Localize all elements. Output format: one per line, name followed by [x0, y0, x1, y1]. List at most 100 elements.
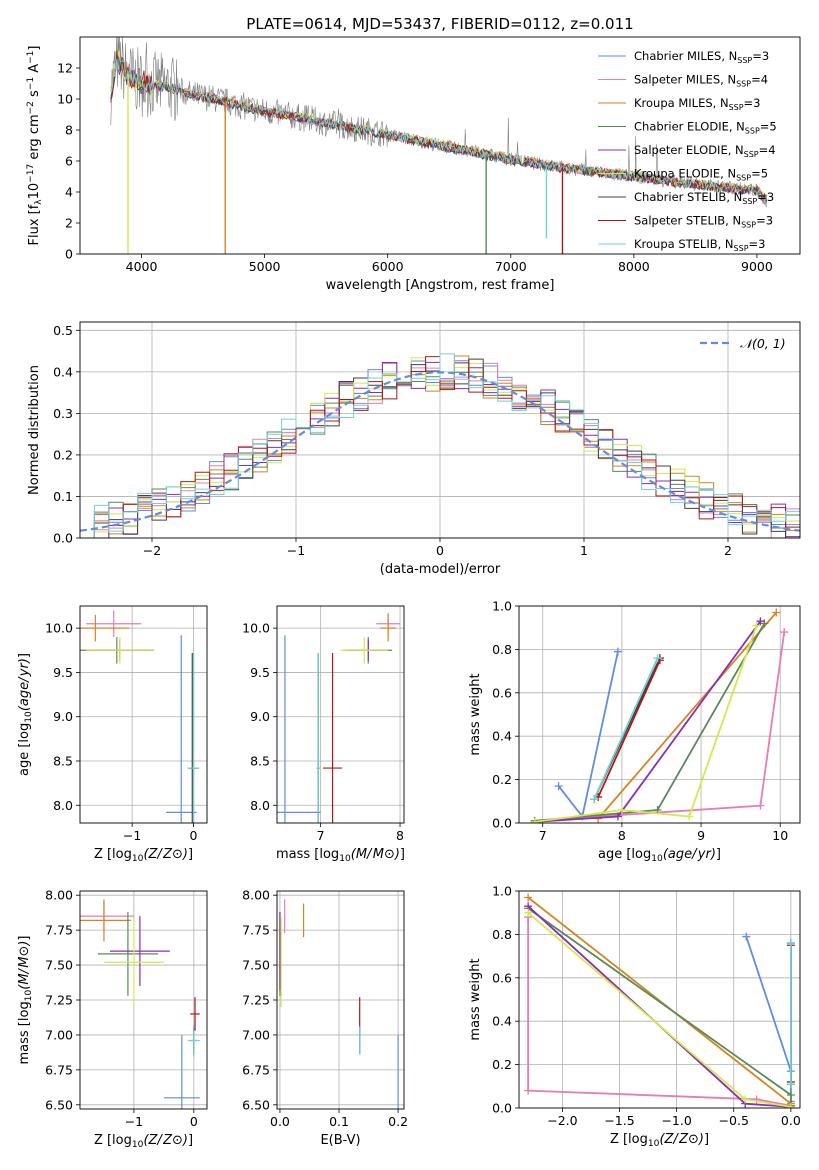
- y-tick-label: 0.8: [492, 642, 512, 657]
- y-tick-label: 7.75: [242, 923, 270, 938]
- weight-marker-chabrier-elodie: [786, 1090, 795, 1099]
- x-tick-label: 1: [580, 543, 588, 558]
- y-tick-label: 8.5: [53, 754, 73, 769]
- y-tick-label: 0.3: [53, 406, 73, 421]
- y-tick-label: 10: [57, 92, 73, 107]
- axes: −1 0 8.0 8.5 9.0 9.5 10.0 Z [log10(Z/ Z⊙)] age […: [17, 605, 208, 864]
- y-axis-label: mass weight: [468, 958, 483, 1040]
- y-tick-label: 0: [65, 247, 73, 262]
- axes: 7 8 8.0 8.5 9.0 9.5 10.0 mass [log10(M/ M⊙)]: [242, 605, 405, 864]
- age-vs-mass-plot: 7 8 8.0 8.5 9.0 9.5 10.0 mass [log10(M/ M⊙)]: [242, 605, 405, 864]
- x-tick-label: 7: [539, 828, 547, 843]
- axes: −2 −1 0 1 2 0.0 0.1 0.2 0.3 0.4 0.5 (data-model)/er…: [27, 321, 801, 577]
- y-axis-label: mass weight: [468, 673, 483, 755]
- spectrum-plot: 4000 5000 6000 7000 8000 9000 0 2 4 6 8 10 12 wavelen…: [26, 36, 801, 293]
- x-tick-label: 7: [317, 828, 325, 843]
- weight-marker-salpeter-elodie: [613, 812, 622, 821]
- weight-marker-kroupa-elodie: [786, 1102, 795, 1108]
- weight-line-chabrier-miles: [557, 651, 619, 819]
- y-tick-label: 9.0: [250, 709, 270, 724]
- weight-marker-kroupa-miles: [772, 608, 781, 617]
- x-tick-label: 0.1: [329, 1114, 349, 1129]
- y-axis-label: mass [log10(M/ M⊙)]: [17, 935, 34, 1064]
- y-tick-label: 7.75: [45, 923, 73, 938]
- x-tick-label: 0.0: [781, 1113, 801, 1128]
- legend-label: Salpeter STELIB, NSSP=3: [634, 214, 773, 230]
- grid: [80, 606, 207, 823]
- x-tick-label: −2: [143, 543, 161, 558]
- plot-area: [80, 610, 200, 823]
- x-tick-label: 8: [618, 828, 626, 843]
- y-tick-label: 6.75: [242, 1062, 270, 1077]
- axes: −1 0 6.50 6.75 7.00 7.25 7.50 7.75 8.00 Z [log10(…: [17, 888, 208, 1150]
- y-tick-label: 0.6: [492, 685, 512, 700]
- plot-area: [80, 353, 800, 538]
- y-tick-label: 0.2: [492, 772, 512, 787]
- weight-marker-kroupa-elodie: [685, 812, 694, 821]
- model-spectrum-kroupa-stelib: [110, 56, 768, 205]
- axes-frame: [518, 605, 801, 824]
- mass-vs-ebv-plot: 0.0 0.1 0.2 6.50 6.75 7.00 7.25 7.50 7.75 8.00 E(B…: [242, 888, 408, 1148]
- x-tick-label: 9000: [741, 259, 773, 274]
- legend-label: Kroupa STELIB, NSSP=3: [634, 237, 765, 253]
- weight-line-chabrier-elodie: [527, 907, 792, 1106]
- y-tick-label: 0.0: [53, 531, 73, 546]
- grid: [80, 891, 207, 1109]
- weight-marker-kroupa-stelib: [786, 1080, 795, 1089]
- y-tick-label: 7.00: [45, 1027, 73, 1042]
- y-tick-label: 8.00: [45, 888, 73, 903]
- weight-marker-kroupa-stelib: [786, 939, 795, 948]
- y-tick-label: 0.1: [53, 489, 73, 504]
- y-tick-label: 0.4: [53, 364, 73, 379]
- y-tick-label: 1.0: [492, 599, 512, 614]
- x-axis-label: Z [log10(Z/ Z⊙)]: [610, 1132, 709, 1149]
- y-axis-label: age [log10(age/ yr)]: [17, 653, 34, 776]
- y-tick-label: 0.4: [492, 1014, 512, 1029]
- y-tick-label: 12: [57, 61, 73, 76]
- y-tick-label: 0.0: [492, 816, 512, 831]
- weight-marker-chabrier-miles: [554, 782, 563, 791]
- y-axis-label: Normed distribution: [27, 365, 42, 495]
- plot-area: [110, 37, 768, 254]
- x-tick-label: 9: [697, 828, 705, 843]
- x-axis-label: mass [log10(M/ M⊙)]: [276, 847, 405, 864]
- axes-frame: [276, 605, 405, 824]
- y-tick-label: 2: [65, 216, 73, 231]
- x-tick-label: 0: [190, 828, 198, 843]
- y-tick-label: 7.25: [45, 993, 73, 1008]
- x-axis-label: Z [log10(Z/ Z⊙)]: [94, 1133, 193, 1150]
- y-tick-label: 0.2: [53, 447, 73, 462]
- histogram-kroupa-stelib: [80, 353, 800, 538]
- x-tick-label: 0.2: [388, 1114, 408, 1129]
- x-axis-label: (data-model)/error: [380, 562, 501, 577]
- weight-line-kroupa-miles: [597, 611, 777, 820]
- x-tick-label: 8000: [618, 259, 650, 274]
- weight-marker-salpeter-elodie: [756, 617, 765, 626]
- x-axis-label: E(B-V): [320, 1133, 360, 1148]
- x-tick-label: −1.0: [661, 1113, 691, 1128]
- y-tick-label: 0.6: [492, 970, 512, 985]
- weight-marker-salpeter-miles: [756, 801, 765, 810]
- weight-vs-metallicity-plot: −2.0 −1.5 −1.0 −0.5 0.0 0.0 0.2 0.4 0.6 0.8 1.0 Z […: [468, 884, 801, 1150]
- y-tick-label: 8.00: [242, 888, 270, 903]
- legend-label: Kroupa MILES, NSSP=3: [634, 96, 760, 112]
- y-tick-label: 1.0: [492, 884, 512, 899]
- residual-histogram-plot: −2 −1 0 1 2 0.0 0.1 0.2 0.3 0.4 0.5 (data-model)/er…: [27, 321, 801, 577]
- weight-line-chabrier-elodie: [534, 622, 766, 822]
- x-tick-label: 6000: [372, 259, 404, 274]
- y-tick-label: 6.75: [45, 1062, 73, 1077]
- y-tick-label: 0.0: [492, 1101, 512, 1116]
- figure-title: PLATE=0614, MJD=53437, FIBERID=0112, z=0…: [246, 15, 633, 33]
- x-tick-label: 7000: [495, 259, 527, 274]
- y-tick-label: 8.0: [250, 798, 270, 813]
- weight-marker-salpeter-miles: [524, 1086, 533, 1095]
- legend-label: Salpeter MILES, NSSP=4: [634, 73, 768, 89]
- y-tick-label: 0.4: [492, 729, 512, 744]
- legend: Chabrier MILES, NSSP=3 Salpeter MILES, NS…: [598, 49, 777, 253]
- axes-frame: [79, 890, 208, 1110]
- y-tick-label: 7.25: [242, 993, 270, 1008]
- weight-line-salpeter-stelib: [597, 659, 661, 798]
- x-axis-label: wavelength [Angstrom, rest frame]: [326, 278, 555, 293]
- x-tick-label: −0.5: [719, 1113, 749, 1128]
- x-tick-label: −1.5: [604, 1113, 634, 1128]
